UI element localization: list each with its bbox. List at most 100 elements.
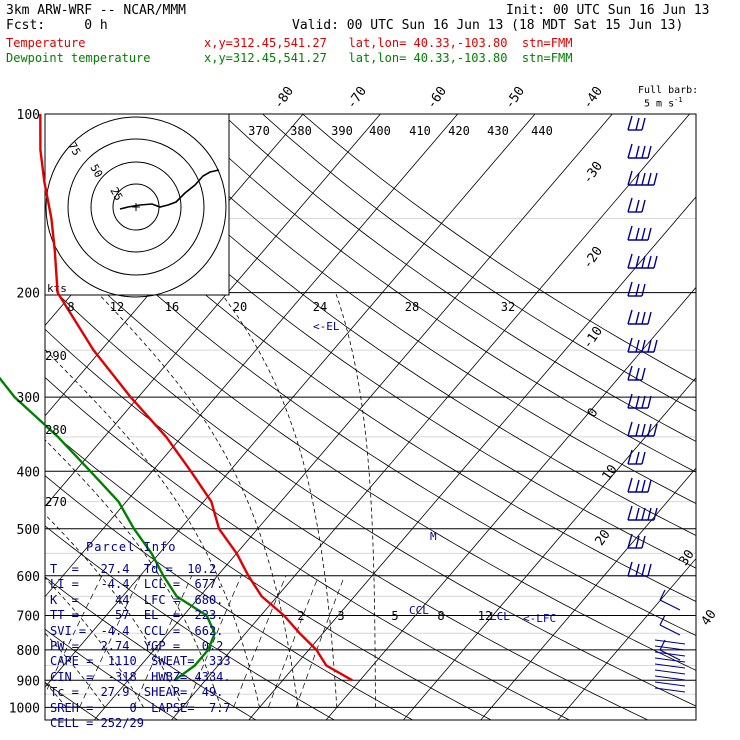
isotherm-20 [248,196,696,720]
wind-barbs [627,115,686,693]
pressure-tick-700: 700 [17,610,40,625]
temperature-legend-label: Temperature [6,36,86,50]
speed-label-8: 8 [67,300,74,314]
moist-adiabat-30 [220,292,338,708]
dry-adiabat-440 [262,114,696,412]
wind-barb [627,505,658,521]
theta-label-370: 370 [248,124,270,138]
dry-adiabat-390 [62,114,696,569]
isotherm--20 [45,114,459,598]
pressure-tick-500: 500 [17,523,40,538]
wind-barb [627,561,652,577]
isotherm--10 [45,114,536,688]
mixing-ratio-20 [295,575,345,708]
parcel-row: CELL = 252/29 [50,716,144,730]
hodograph-ring-label-50: 50 [87,162,105,180]
model-title: 3km ARW-WRF -- NCAR/MMM [6,3,187,18]
dry-adiabat-380 [45,139,696,602]
barb-legend-label: Full barb: [638,85,699,96]
hodograph-trace [119,169,220,210]
pressure-tick-200: 200 [17,287,40,302]
wind-barb-low-tick [654,651,686,657]
isotherm-label--40: -40 [580,84,606,112]
wind-barb [627,281,646,297]
dry-adiabat-300 [45,525,335,720]
forecast-hour: Fcst: 0 h [6,18,108,33]
wind-barb [627,197,646,213]
wind-barb [627,225,652,241]
isotherm-label-40: 40 [698,607,719,628]
parcel-row: SREH = 0 LAPSE= 7.7 [50,700,231,715]
parcel-row: CAPE = 1110 SWEAT= 333 [50,654,231,669]
wind-barb [627,393,652,409]
isotherm-label--50: -50 [502,84,528,112]
dewpoint-legend-label: Dewpoint temperature [6,51,151,65]
theta-label-390: 390 [331,124,353,138]
init-time: Init: 00 UTC Sun 16 Jun 13 [506,3,710,18]
pressure-tick-400: 400 [17,465,40,480]
wind-barb [627,421,658,437]
parcel-row: PW = 2.74 YGP = 0.2 [50,639,224,653]
parcel-row: K = 44 LFC = 680. [50,592,224,607]
dry-adiabat-320 [45,425,492,720]
dry-adiabat-330 [45,376,570,720]
theta-label-420: 420 [448,124,470,138]
wind-barb [627,533,646,549]
hodograph-ring-label-25: 25 [107,185,125,203]
isotherm-label-20: 20 [592,527,613,548]
isotherm-60 [557,557,696,720]
dry-adiabat-290 [45,576,257,720]
pressure-tick-100: 100 [17,108,40,123]
theta-label-380: 380 [290,124,312,138]
wind-barb [627,365,646,381]
mixratio-label-8: 8 [437,609,444,623]
isotherm-label--80: -80 [271,84,297,112]
wind-barb-low [659,614,681,636]
barb-legend-value: 5 m s-1 [644,95,683,109]
valid-time: Valid: 00 UTC Sun 16 Jun 13 (18 MDT Sat … [292,18,684,33]
isotherm-0 [93,114,613,720]
mean-wind-annotation: M [430,530,437,543]
parcel-row: Tc = 27.9 SHEAR= 49. [50,685,224,700]
parcel-row: TT = 57 EL = 223. [50,608,224,623]
mixing-ratio-16 [268,575,319,708]
dry-adiabat-360 [45,233,696,671]
speed-label-12: 12 [110,300,124,314]
wind-barb-low-tick [654,657,686,663]
wind-barb [627,253,658,269]
wind-barb-low-tick [654,687,686,693]
theta-label-410: 410 [409,124,431,138]
wind-barb [627,309,652,325]
wind-barb-low-tick [654,681,686,687]
theta-low-label-280: 280 [45,423,67,437]
pressure-tick-300: 300 [17,391,40,406]
pressure-tick-1000: 1000 [9,701,40,716]
dry-adiabat-260 [0,114,21,720]
moist-adiabat-0 [45,632,106,708]
dry-adiabat-450 [302,114,696,383]
wind-barb [627,115,646,131]
theta-label-440: 440 [531,124,553,138]
wind-barb-low-tick [654,669,686,675]
wind-barb [627,143,652,159]
pressure-tick-900: 900 [17,674,40,689]
skewt-grid [0,113,697,721]
theta-label-400: 400 [369,124,391,138]
barb-legend-exponent: -1 [674,96,683,104]
wind-barb-low-tick [654,639,686,645]
dry-adiabat-410 [142,114,696,505]
moist-adiabat-35 [335,292,376,708]
isotherm-label--70: -70 [344,84,370,112]
speed-label-28: 28 [405,300,419,314]
isotherm-50 [480,467,696,720]
dry-adiabat-280 [45,628,178,720]
lcl-annotation: LCL [490,610,510,623]
parcel-row: LI = -4.4 LCL = 677. [50,577,224,592]
temperature-profile [39,113,353,682]
el-annotation: <-EL [313,320,340,333]
sounding-profiles [0,113,353,682]
speed-label-20: 20 [233,300,247,314]
wind-barb-low-tick [654,675,686,681]
wind-barb [627,170,658,186]
